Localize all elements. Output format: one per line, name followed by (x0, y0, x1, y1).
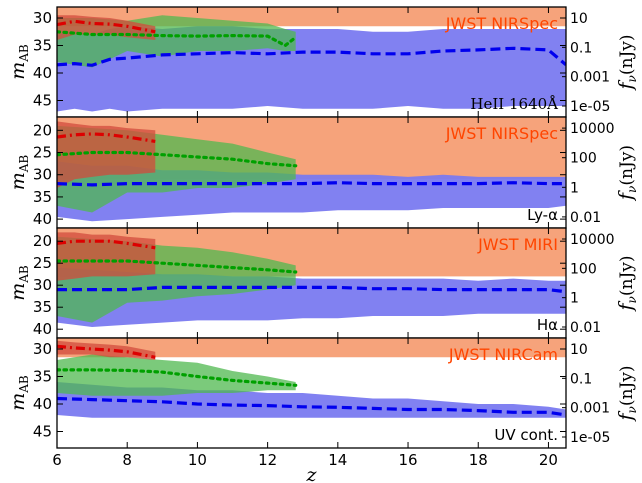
right-tick-label: 10 (570, 342, 588, 358)
right-tick-label: 10 (570, 11, 588, 27)
y-tick-label: 25 (33, 144, 52, 162)
x-tick-label: 10 (188, 451, 207, 469)
y-tick-label: 30 (33, 340, 52, 358)
y-tick-label: 40 (33, 64, 52, 82)
series-line-blue (57, 396, 566, 417)
right-tick-label: 100 (570, 151, 597, 167)
panel-3: 20 25 30 35 40 10000 100 1 0.01 JWST MIRI Hα mAB fν(… (7, 227, 639, 339)
y-tick-label: 45 (33, 423, 52, 441)
y-tick-label: 40 (33, 210, 52, 228)
y-tick-label: 45 (33, 92, 52, 110)
panel-plot-area (57, 7, 566, 112)
right-tick-label: 1 (570, 291, 579, 307)
left-axis-title: mAB (7, 375, 31, 411)
x-axis-title: z (305, 464, 317, 483)
right-axis-title: fν(nJy) (615, 366, 639, 423)
instrument-band (57, 338, 566, 358)
series-band-red (57, 232, 156, 281)
series-line-green (57, 150, 298, 168)
series-line-green (57, 30, 298, 48)
x-tick-label: 14 (328, 451, 347, 469)
y-tick-label: 35 (33, 298, 52, 316)
instrument-label: JWST NIRSpec (445, 124, 558, 143)
instrument-label: JWST NIRSpec (445, 14, 558, 33)
y-tick-label: 35 (33, 37, 52, 55)
x-tick-label: 16 (398, 451, 417, 469)
series-line-green (57, 259, 298, 274)
x-tick-label: 8 (122, 451, 132, 469)
y-tick-label: 35 (33, 188, 52, 206)
right-tick-label: 1e-05 (570, 430, 610, 446)
panel-frame (56, 337, 567, 449)
right-tick-label: 0.01 (570, 210, 601, 226)
y-tick-label: 20 (33, 121, 52, 139)
y-tick-label: 30 (33, 9, 52, 27)
right-tick-label: 100 (570, 261, 597, 277)
left-axis-title: mAB (7, 265, 31, 301)
y-tick-label: 35 (33, 368, 52, 386)
panel-2: 20 25 30 35 40 10000 100 1 0.01 JWST NIRSpec Ly-α m… (7, 116, 639, 229)
x-tick-label: 12 (258, 451, 277, 469)
series-line-red (57, 239, 156, 250)
line-label: Hα (537, 316, 558, 334)
series-line-blue (57, 181, 566, 187)
y-tick-label: 30 (33, 166, 52, 184)
x-tick-label: 6 (52, 451, 62, 469)
series-band-red (57, 340, 156, 360)
line-label: Ly-α (527, 206, 558, 224)
series-line-red (57, 132, 156, 143)
right-tick-label: 10000 (570, 232, 615, 248)
right-tick-label: 0.01 (570, 320, 601, 336)
panel-plot-area (57, 338, 566, 418)
panel-plot-area (57, 117, 566, 222)
right-axis-title: fν(nJy) (615, 35, 639, 92)
y-tick-label: 30 (33, 276, 52, 294)
series-line-blue (57, 285, 566, 294)
right-tick-label: 1e-05 (570, 99, 610, 115)
panel-4: 30 35 40 45 10 0.1 0.001 1e-05 JWST NIRCam UV con… (7, 337, 639, 449)
series-line-blue (57, 46, 566, 67)
right-tick-label: 0.001 (570, 70, 610, 86)
panel-plot-area (57, 228, 566, 327)
left-axis-title: mAB (7, 44, 31, 80)
series-line-red (57, 19, 156, 34)
right-tick-label: 1 (570, 180, 579, 196)
x-tick-label: 20 (539, 451, 558, 469)
right-axis-title: fν(nJy) (615, 256, 639, 313)
y-tick-label: 40 (33, 320, 52, 338)
right-tick-label: 0.1 (570, 40, 592, 56)
series-band-red (57, 121, 156, 188)
right-tick-label: 0.001 (570, 401, 610, 417)
right-axis-title: fν(nJy) (615, 145, 639, 202)
line-label: HeII 1640Å (470, 95, 558, 113)
series-line-green (57, 368, 298, 387)
right-tick-label: 10000 (570, 121, 615, 137)
x-tick-label: 18 (469, 451, 488, 469)
line-label: UV cont. (494, 426, 558, 444)
instrument-label: JWST MIRI (477, 235, 558, 254)
left-axis-title: mAB (7, 155, 31, 191)
instrument-label: JWST NIRCam (448, 345, 558, 364)
right-tick-label: 0.1 (570, 371, 592, 387)
y-tick-label: 25 (33, 254, 52, 272)
y-tick-label: 40 (33, 395, 52, 413)
panel-1: 30 35 40 45 10 0.1 0.001 1e-05 JWST NIRSpec HeII … (7, 6, 639, 118)
series-line-red (57, 344, 156, 359)
y-tick-label: 20 (33, 232, 52, 250)
